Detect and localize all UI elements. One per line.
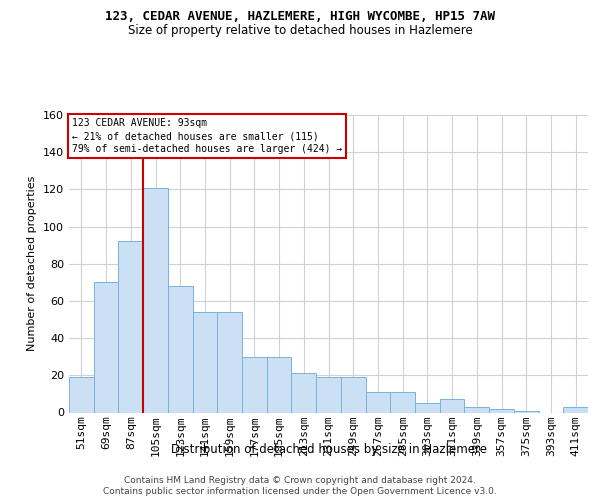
Text: Distribution of detached houses by size in Hazlemere: Distribution of detached houses by size …	[171, 442, 487, 456]
Text: Contains HM Land Registry data © Crown copyright and database right 2024.: Contains HM Land Registry data © Crown c…	[124, 476, 476, 485]
Bar	[390, 392, 415, 412]
Bar	[464, 407, 489, 412]
Bar	[341, 377, 365, 412]
Bar	[118, 242, 143, 412]
Bar	[563, 407, 588, 412]
Bar	[365, 392, 390, 412]
Bar	[514, 410, 539, 412]
Bar	[440, 400, 464, 412]
Bar	[143, 188, 168, 412]
Text: Size of property relative to detached houses in Hazlemere: Size of property relative to detached ho…	[128, 24, 472, 37]
Bar	[316, 377, 341, 412]
Y-axis label: Number of detached properties: Number of detached properties	[28, 176, 37, 352]
Bar	[242, 356, 267, 412]
Bar	[217, 312, 242, 412]
Text: Contains public sector information licensed under the Open Government Licence v3: Contains public sector information licen…	[103, 488, 497, 496]
Bar	[489, 409, 514, 412]
Bar	[168, 286, 193, 412]
Bar	[267, 356, 292, 412]
Text: 123, CEDAR AVENUE, HAZLEMERE, HIGH WYCOMBE, HP15 7AW: 123, CEDAR AVENUE, HAZLEMERE, HIGH WYCOM…	[105, 10, 495, 23]
Text: 123 CEDAR AVENUE: 93sqm
← 21% of detached houses are smaller (115)
79% of semi-d: 123 CEDAR AVENUE: 93sqm ← 21% of detache…	[71, 118, 342, 154]
Bar	[415, 403, 440, 412]
Bar	[94, 282, 118, 412]
Bar	[193, 312, 217, 412]
Bar	[292, 374, 316, 412]
Bar	[69, 377, 94, 412]
